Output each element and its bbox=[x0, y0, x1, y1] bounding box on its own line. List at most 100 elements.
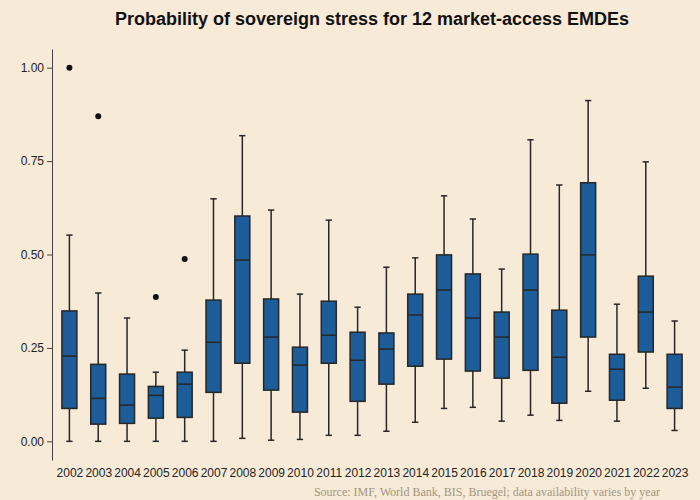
x-tick: 2020 bbox=[575, 466, 602, 480]
box-group bbox=[494, 269, 509, 421]
upper-whisker bbox=[299, 294, 301, 347]
lower-cap bbox=[470, 407, 476, 409]
y-tick-mark bbox=[47, 348, 52, 349]
source-note: Source: IMF, World Bank, BIS, Bruegel; d… bbox=[314, 485, 660, 499]
median bbox=[609, 368, 624, 370]
lower-cap bbox=[671, 430, 677, 432]
lower-cap bbox=[556, 420, 562, 422]
box bbox=[206, 300, 221, 392]
x-tick: 2005 bbox=[143, 466, 170, 480]
box bbox=[350, 332, 365, 401]
lower-whisker bbox=[645, 352, 647, 388]
upper-cap bbox=[412, 257, 418, 259]
upper-whisker bbox=[270, 210, 272, 299]
lower-whisker bbox=[587, 337, 589, 391]
upper-cap bbox=[210, 198, 216, 200]
outlier bbox=[153, 294, 159, 300]
x-tick-label: 2019 bbox=[546, 466, 573, 480]
upper-whisker bbox=[213, 199, 215, 300]
x-tick: 2019 bbox=[546, 466, 573, 480]
upper-whisker bbox=[443, 196, 445, 255]
upper-cap bbox=[527, 139, 533, 141]
upper-cap bbox=[470, 218, 476, 220]
x-tick-label: 2010 bbox=[287, 466, 314, 480]
y-tick-label: 0.75 bbox=[21, 154, 45, 168]
lower-cap bbox=[499, 420, 505, 422]
x-tick-label: 2005 bbox=[143, 466, 170, 480]
upper-whisker bbox=[97, 293, 99, 364]
box-group bbox=[552, 185, 567, 420]
upper-cap bbox=[614, 303, 620, 305]
x-tick-label: 2008 bbox=[229, 466, 256, 480]
box-group bbox=[62, 65, 77, 442]
x-tick: 2021 bbox=[604, 466, 631, 480]
median bbox=[321, 334, 336, 336]
x-tick-label: 2006 bbox=[172, 466, 199, 480]
x-tick-label: 2018 bbox=[518, 466, 545, 480]
lower-whisker bbox=[386, 384, 388, 431]
y-tick: 0.25 bbox=[21, 341, 52, 355]
x-tick-label: 2021 bbox=[604, 466, 631, 480]
lower-cap bbox=[297, 439, 303, 441]
x-tick-label: 2016 bbox=[460, 466, 487, 480]
upper-cap bbox=[441, 195, 447, 197]
upper-whisker bbox=[242, 136, 244, 216]
y-tick-label: 0.25 bbox=[21, 341, 45, 355]
y-tick-mark bbox=[47, 161, 52, 162]
box-group bbox=[379, 267, 394, 431]
x-tick: 2007 bbox=[201, 466, 228, 480]
lower-whisker bbox=[69, 408, 71, 441]
median bbox=[523, 289, 538, 291]
box bbox=[465, 274, 480, 371]
box bbox=[62, 311, 77, 409]
box-group bbox=[465, 219, 480, 407]
x-tick: 2022 bbox=[633, 466, 660, 480]
lower-whisker bbox=[414, 366, 416, 422]
box-group bbox=[235, 136, 250, 439]
box-group bbox=[177, 256, 192, 441]
median bbox=[148, 395, 163, 397]
y-tick-label: 0.00 bbox=[21, 435, 45, 449]
box-group bbox=[206, 199, 221, 441]
lower-whisker bbox=[472, 371, 474, 407]
box bbox=[120, 374, 135, 423]
y-tick-mark bbox=[47, 441, 52, 442]
x-tick: 2016 bbox=[460, 466, 487, 480]
upper-cap bbox=[66, 234, 72, 236]
upper-cap bbox=[326, 219, 332, 221]
x-tick: 2011 bbox=[316, 466, 342, 480]
x-tick-label: 2017 bbox=[489, 466, 516, 480]
lower-whisker bbox=[530, 370, 532, 415]
median bbox=[667, 386, 682, 388]
upper-whisker bbox=[126, 318, 128, 374]
lower-whisker bbox=[184, 417, 186, 441]
box bbox=[552, 310, 567, 403]
upper-whisker bbox=[414, 258, 416, 294]
box-group bbox=[91, 113, 106, 441]
lower-cap bbox=[66, 441, 72, 443]
lower-cap bbox=[383, 430, 389, 432]
x-tick: 2015 bbox=[431, 466, 458, 480]
box-group bbox=[350, 307, 365, 435]
median bbox=[552, 357, 567, 359]
median bbox=[379, 348, 394, 350]
box-group bbox=[120, 318, 135, 441]
x-tick-label: 2003 bbox=[85, 466, 112, 480]
box bbox=[264, 299, 279, 390]
x-tick-label: 2004 bbox=[114, 466, 141, 480]
median bbox=[494, 336, 509, 338]
box bbox=[667, 354, 682, 408]
upper-whisker bbox=[530, 140, 532, 254]
lower-cap bbox=[643, 388, 649, 390]
box-group bbox=[609, 304, 624, 421]
upper-cap bbox=[556, 184, 562, 186]
lower-cap bbox=[268, 439, 274, 441]
x-tick: 2023 bbox=[662, 466, 689, 480]
x-tick: 2003 bbox=[85, 466, 112, 480]
upper-cap bbox=[153, 371, 159, 373]
upper-cap bbox=[499, 268, 505, 270]
box bbox=[408, 294, 423, 366]
x-tick-label: 2002 bbox=[57, 466, 84, 480]
lower-cap bbox=[153, 441, 159, 443]
title: Probability of sovereign stress for 12 m… bbox=[115, 9, 629, 29]
